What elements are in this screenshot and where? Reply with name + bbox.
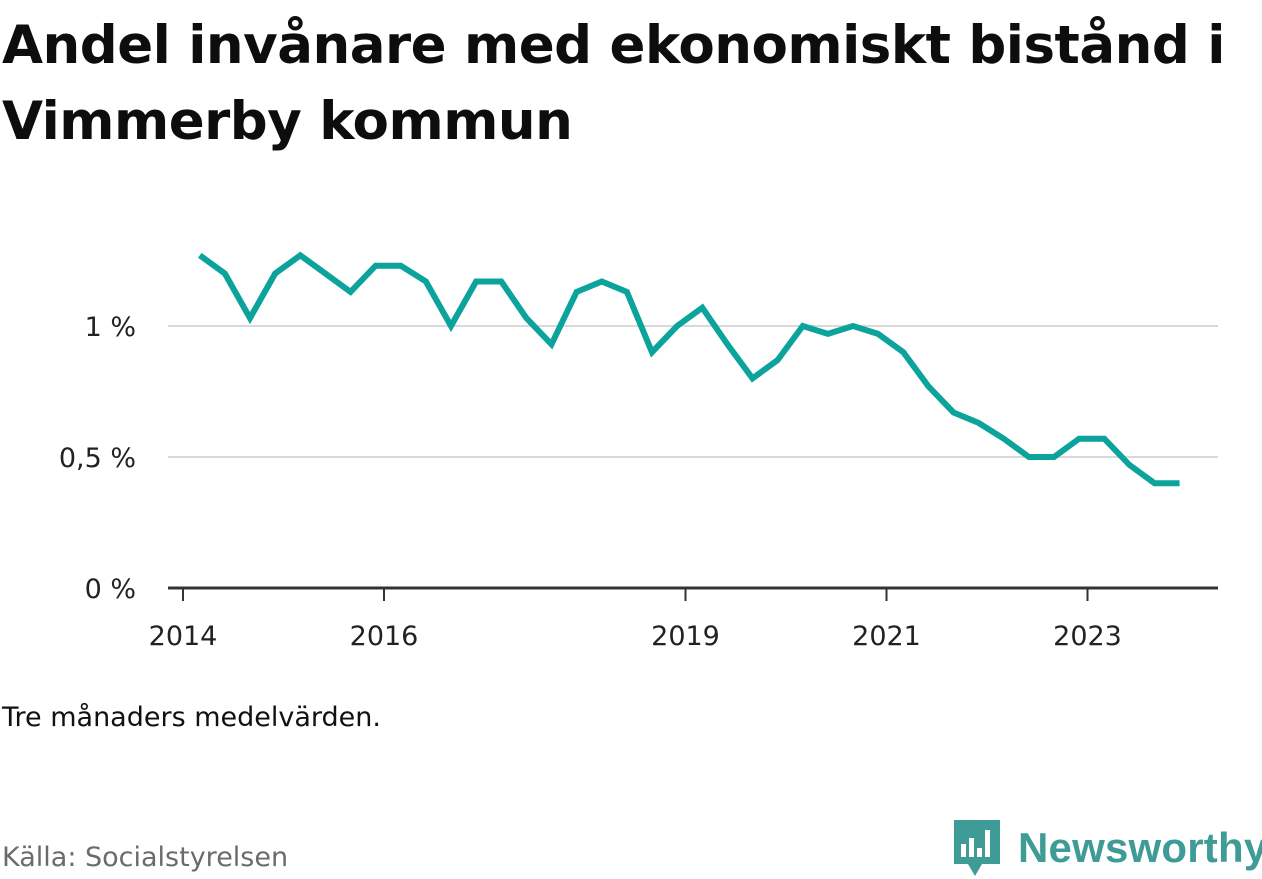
y-tick-label: 1 %: [85, 312, 136, 343]
x-tick-label: 2014: [149, 621, 218, 652]
axes: [168, 586, 1218, 601]
x-tick-label: 2016: [350, 621, 419, 652]
line-chart: 0 % 0,5 % 1 % 2014 2016 2019 2021 2023: [59, 251, 1218, 652]
source-credit: Källa: Socialstyrelsen: [2, 842, 289, 873]
newsworthy-logo-icon: [954, 820, 1000, 876]
chart-note: Tre månaders medelvärden.: [2, 702, 381, 733]
data-series: [198, 251, 1180, 487]
brand-name: Newsworthy: [1018, 824, 1262, 871]
x-tick-label: 2019: [651, 621, 720, 652]
series-line: [198, 251, 1180, 487]
y-tick-label: 0,5 %: [59, 443, 136, 474]
y-tick-label: 0 %: [85, 574, 136, 605]
x-tick-label: 2023: [1053, 621, 1122, 652]
tick-labels: 0 % 0,5 % 1 % 2014 2016 2019 2021 2023: [59, 312, 1122, 652]
chart-title: Andel invånare med ekonomiskt bistånd i …: [2, 15, 1225, 152]
gridlines: [168, 325, 1218, 458]
x-tick-label: 2021: [852, 621, 921, 652]
newsworthy-logo: Newsworthy: [952, 818, 1262, 878]
